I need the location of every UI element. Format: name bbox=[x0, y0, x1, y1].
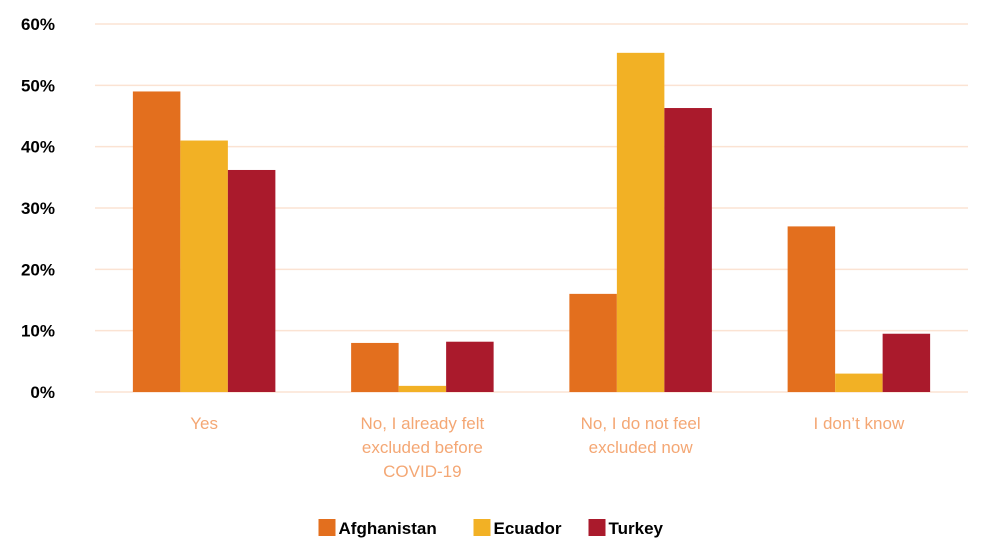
bar-afghanistan bbox=[351, 342, 399, 392]
x-tick-label: I don’t know bbox=[814, 414, 905, 433]
legend-swatch bbox=[473, 519, 491, 536]
legend-item-afghanistan: Afghanistan bbox=[318, 519, 437, 538]
y-tick-label: 0% bbox=[30, 383, 55, 402]
x-tick-label: No, I do not feel excluded now bbox=[581, 414, 701, 457]
bar-ecuador bbox=[835, 373, 883, 392]
x-tick-label: Yes bbox=[190, 414, 218, 433]
y-tick-label: 50% bbox=[21, 76, 55, 95]
legend-swatch bbox=[318, 519, 336, 536]
bar-ecuador bbox=[616, 52, 665, 393]
legend: Afghanistan Ecuador Turkey bbox=[318, 519, 664, 538]
bar-turkey bbox=[664, 108, 712, 392]
bar-ecuador bbox=[180, 140, 228, 392]
y-tick-label: 60% bbox=[21, 15, 55, 34]
y-tick-label: 30% bbox=[21, 199, 55, 218]
bar-ecuador bbox=[398, 385, 447, 392]
bar-afghanistan bbox=[787, 226, 836, 392]
bar-turkey bbox=[446, 341, 494, 392]
legend-item-ecuador: Ecuador bbox=[473, 519, 562, 538]
y-tick-label: 20% bbox=[21, 260, 55, 279]
legend-label: Ecuador bbox=[494, 519, 562, 538]
y-axis-ticks: 0% 10% 20% 30% 40% 50% 60% bbox=[21, 15, 55, 402]
legend-label: Turkey bbox=[609, 519, 664, 538]
legend-swatch bbox=[588, 519, 606, 536]
y-tick-label: 10% bbox=[21, 322, 55, 341]
bars bbox=[132, 52, 931, 393]
legend-label: Afghanistan bbox=[339, 519, 437, 538]
x-axis-labels: Yes No, I already felt excluded before COVI… bbox=[190, 414, 905, 481]
y-tick-label: 40% bbox=[21, 138, 55, 157]
bar-turkey bbox=[882, 333, 931, 392]
bar-afghanistan bbox=[569, 293, 617, 392]
bar-turkey bbox=[227, 169, 276, 392]
legend-item-turkey: Turkey bbox=[588, 519, 664, 538]
bar-afghanistan bbox=[132, 91, 181, 392]
x-tick-label: No, I already felt excluded before COVID-1… bbox=[360, 414, 484, 481]
